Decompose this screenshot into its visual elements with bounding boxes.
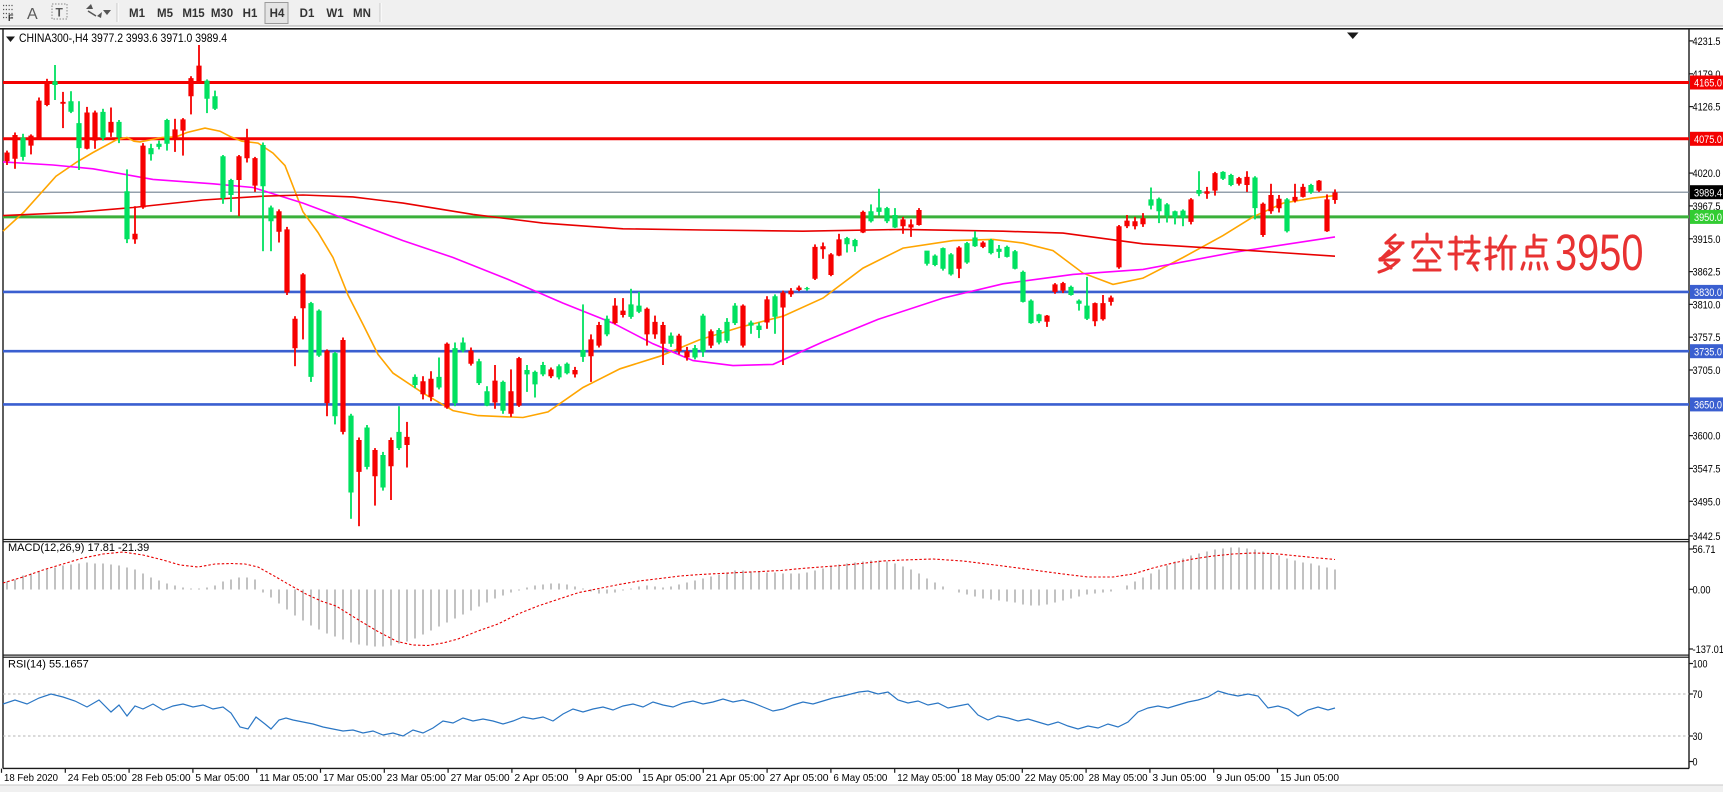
- svg-text:4165.0: 4165.0: [1694, 78, 1722, 90]
- svg-text:H4: H4: [270, 8, 285, 20]
- svg-text:3 Jun 05:00: 3 Jun 05:00: [1152, 773, 1206, 784]
- svg-text:18 Feb 2020: 18 Feb 2020: [4, 773, 58, 784]
- svg-text:RSI(14) 55.1657: RSI(14) 55.1657: [8, 659, 89, 671]
- svg-text:CHINA300-,H4 3977.2 3993.6 39: CHINA300-,H4 3977.2 3993.6 3971.0 3989.4: [19, 32, 227, 45]
- svg-text:21 Apr 05:00: 21 Apr 05:00: [706, 773, 765, 784]
- svg-text:3950: 3950: [1555, 224, 1643, 281]
- svg-text:15 Apr 05:00: 15 Apr 05:00: [642, 773, 701, 784]
- svg-text:4075.0: 4075.0: [1694, 134, 1722, 146]
- svg-text:23 Mar 05:00: 23 Mar 05:00: [387, 773, 446, 784]
- svg-text:3757.5: 3757.5: [1693, 332, 1721, 344]
- svg-text:T: T: [56, 6, 64, 20]
- svg-text:4020.0: 4020.0: [1693, 168, 1721, 180]
- svg-text:9 Jun 05:00: 9 Jun 05:00: [1216, 773, 1270, 784]
- svg-text:3705.0: 3705.0: [1693, 365, 1721, 377]
- svg-text:D1: D1: [300, 8, 315, 20]
- svg-text:4126.5: 4126.5: [1693, 102, 1721, 114]
- svg-text:2 Apr 05:00: 2 Apr 05:00: [514, 773, 568, 784]
- svg-text:24 Feb 05:00: 24 Feb 05:00: [68, 773, 127, 784]
- svg-text:12 May 05:00: 12 May 05:00: [897, 773, 956, 784]
- svg-text:M30: M30: [211, 8, 233, 20]
- svg-text:3950.0: 3950.0: [1694, 212, 1722, 224]
- svg-text:0: 0: [1693, 757, 1698, 769]
- svg-text:27 Mar 05:00: 27 Mar 05:00: [451, 773, 510, 784]
- svg-text:30: 30: [1693, 731, 1703, 743]
- svg-text:3989.4: 3989.4: [1694, 187, 1722, 199]
- svg-text:15 Jun 05:00: 15 Jun 05:00: [1280, 773, 1339, 784]
- svg-text:3830.0: 3830.0: [1694, 287, 1722, 299]
- svg-text:70: 70: [1693, 689, 1703, 701]
- svg-text:5 Mar 05:00: 5 Mar 05:00: [195, 773, 249, 784]
- svg-text:MN: MN: [353, 8, 371, 20]
- svg-text:3650.0: 3650.0: [1694, 400, 1722, 412]
- svg-text:3915.0: 3915.0: [1693, 234, 1721, 246]
- svg-text:22 May 05:00: 22 May 05:00: [1025, 773, 1084, 784]
- svg-text:3600.0: 3600.0: [1693, 431, 1721, 443]
- svg-text:0.00: 0.00: [1693, 584, 1711, 596]
- svg-text:-137.01: -137.01: [1693, 644, 1723, 656]
- svg-text:MACD(12,26,9) 17.81 -21.39: MACD(12,26,9) 17.81 -21.39: [8, 542, 149, 554]
- svg-text:18 May 05:00: 18 May 05:00: [961, 773, 1020, 784]
- svg-text:28 May 05:00: 28 May 05:00: [1089, 773, 1148, 784]
- svg-text:A: A: [27, 6, 38, 23]
- svg-text:4231.5: 4231.5: [1693, 36, 1721, 48]
- svg-text:3862.5: 3862.5: [1693, 267, 1721, 279]
- svg-text:F: F: [8, 13, 14, 23]
- svg-text:17 Mar 05:00: 17 Mar 05:00: [323, 773, 382, 784]
- svg-text:3495.0: 3495.0: [1693, 496, 1721, 508]
- svg-text:3735.0: 3735.0: [1694, 346, 1722, 358]
- svg-text:6 May 05:00: 6 May 05:00: [833, 773, 887, 784]
- svg-text:56.71: 56.71: [1693, 544, 1716, 556]
- svg-text:3442.5: 3442.5: [1693, 531, 1721, 543]
- svg-text:100: 100: [1693, 659, 1708, 671]
- svg-text:3810.0: 3810.0: [1693, 299, 1721, 311]
- svg-text:H1: H1: [243, 8, 258, 20]
- svg-text:27 Apr 05:00: 27 Apr 05:00: [770, 773, 829, 784]
- svg-text:3547.5: 3547.5: [1693, 463, 1721, 475]
- svg-text:M1: M1: [129, 8, 146, 20]
- svg-text:9 Apr 05:00: 9 Apr 05:00: [578, 773, 632, 784]
- svg-text:M15: M15: [182, 8, 205, 20]
- svg-text:11 Mar 05:00: 11 Mar 05:00: [259, 773, 318, 784]
- svg-text:M5: M5: [157, 8, 174, 20]
- svg-text:W1: W1: [326, 8, 344, 20]
- svg-text:28 Feb 05:00: 28 Feb 05:00: [132, 773, 191, 784]
